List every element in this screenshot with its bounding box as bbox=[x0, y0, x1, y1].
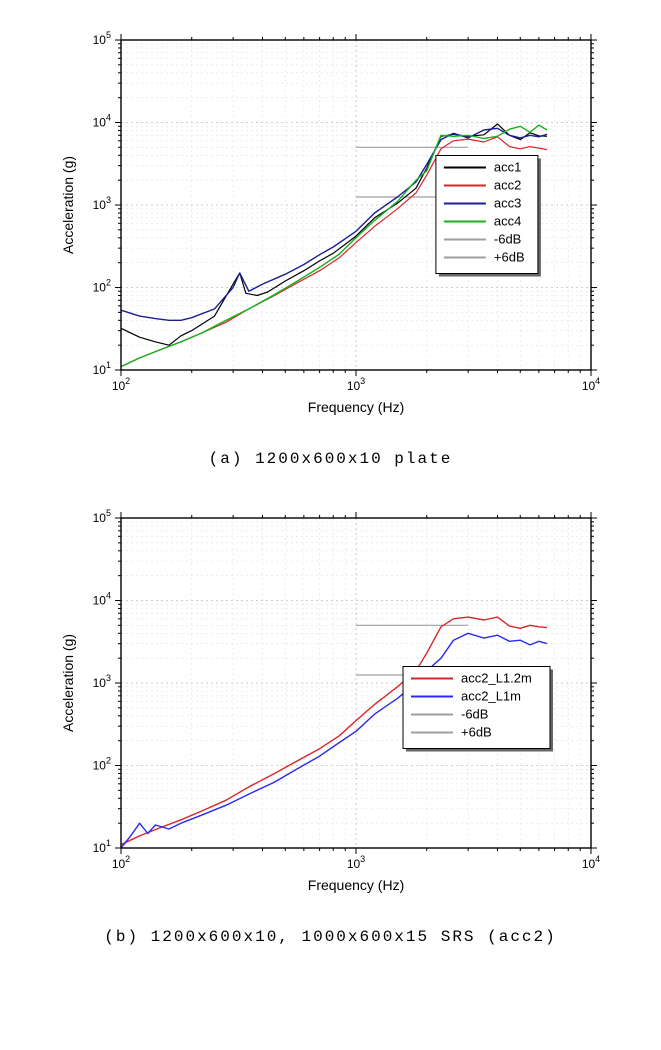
svg-text:acc3: acc3 bbox=[493, 196, 520, 211]
svg-text:acc2_L1.2m: acc2_L1.2m bbox=[461, 671, 532, 686]
svg-text:103: 103 bbox=[346, 376, 364, 393]
svg-text:105: 105 bbox=[92, 30, 110, 47]
svg-text:acc2: acc2 bbox=[493, 178, 520, 193]
svg-text:102: 102 bbox=[92, 278, 110, 295]
svg-text:101: 101 bbox=[92, 838, 110, 855]
svg-text:104: 104 bbox=[581, 854, 599, 871]
svg-text:103: 103 bbox=[92, 673, 110, 690]
svg-text:+6dB: +6dB bbox=[493, 250, 524, 265]
svg-text:104: 104 bbox=[92, 591, 110, 608]
svg-text:acc1: acc1 bbox=[493, 160, 520, 175]
chart-a-caption: (a) 1200x600x10 plate bbox=[209, 450, 453, 468]
svg-text:Acceleration (g): Acceleration (g) bbox=[60, 156, 76, 254]
svg-text:Frequency (Hz): Frequency (Hz) bbox=[307, 399, 403, 415]
chart-b-caption: (b) 1200x600x10, 1000x600x15 SRS (acc2) bbox=[104, 928, 556, 946]
svg-text:105: 105 bbox=[92, 508, 110, 525]
svg-text:102: 102 bbox=[111, 376, 129, 393]
svg-text:102: 102 bbox=[111, 854, 129, 871]
svg-text:103: 103 bbox=[92, 195, 110, 212]
svg-text:+6dB: +6dB bbox=[461, 725, 492, 740]
svg-text:Acceleration (g): Acceleration (g) bbox=[60, 634, 76, 732]
chart-a-container: 102103104101102103104105Frequency (Hz)Ac… bbox=[41, 20, 621, 420]
chart-b-container: 102103104101102103104105Frequency (Hz)Ac… bbox=[41, 498, 621, 898]
svg-text:104: 104 bbox=[92, 113, 110, 130]
svg-text:101: 101 bbox=[92, 360, 110, 377]
chart-a-svg: 102103104101102103104105Frequency (Hz)Ac… bbox=[41, 20, 621, 420]
svg-text:Frequency (Hz): Frequency (Hz) bbox=[307, 877, 403, 893]
chart-b-svg: 102103104101102103104105Frequency (Hz)Ac… bbox=[41, 498, 621, 898]
svg-text:-6dB: -6dB bbox=[493, 232, 520, 247]
svg-text:acc4: acc4 bbox=[493, 214, 520, 229]
svg-text:104: 104 bbox=[581, 376, 599, 393]
svg-text:103: 103 bbox=[346, 854, 364, 871]
svg-text:-6dB: -6dB bbox=[461, 707, 488, 722]
svg-text:102: 102 bbox=[92, 756, 110, 773]
svg-text:acc2_L1m: acc2_L1m bbox=[461, 689, 521, 704]
